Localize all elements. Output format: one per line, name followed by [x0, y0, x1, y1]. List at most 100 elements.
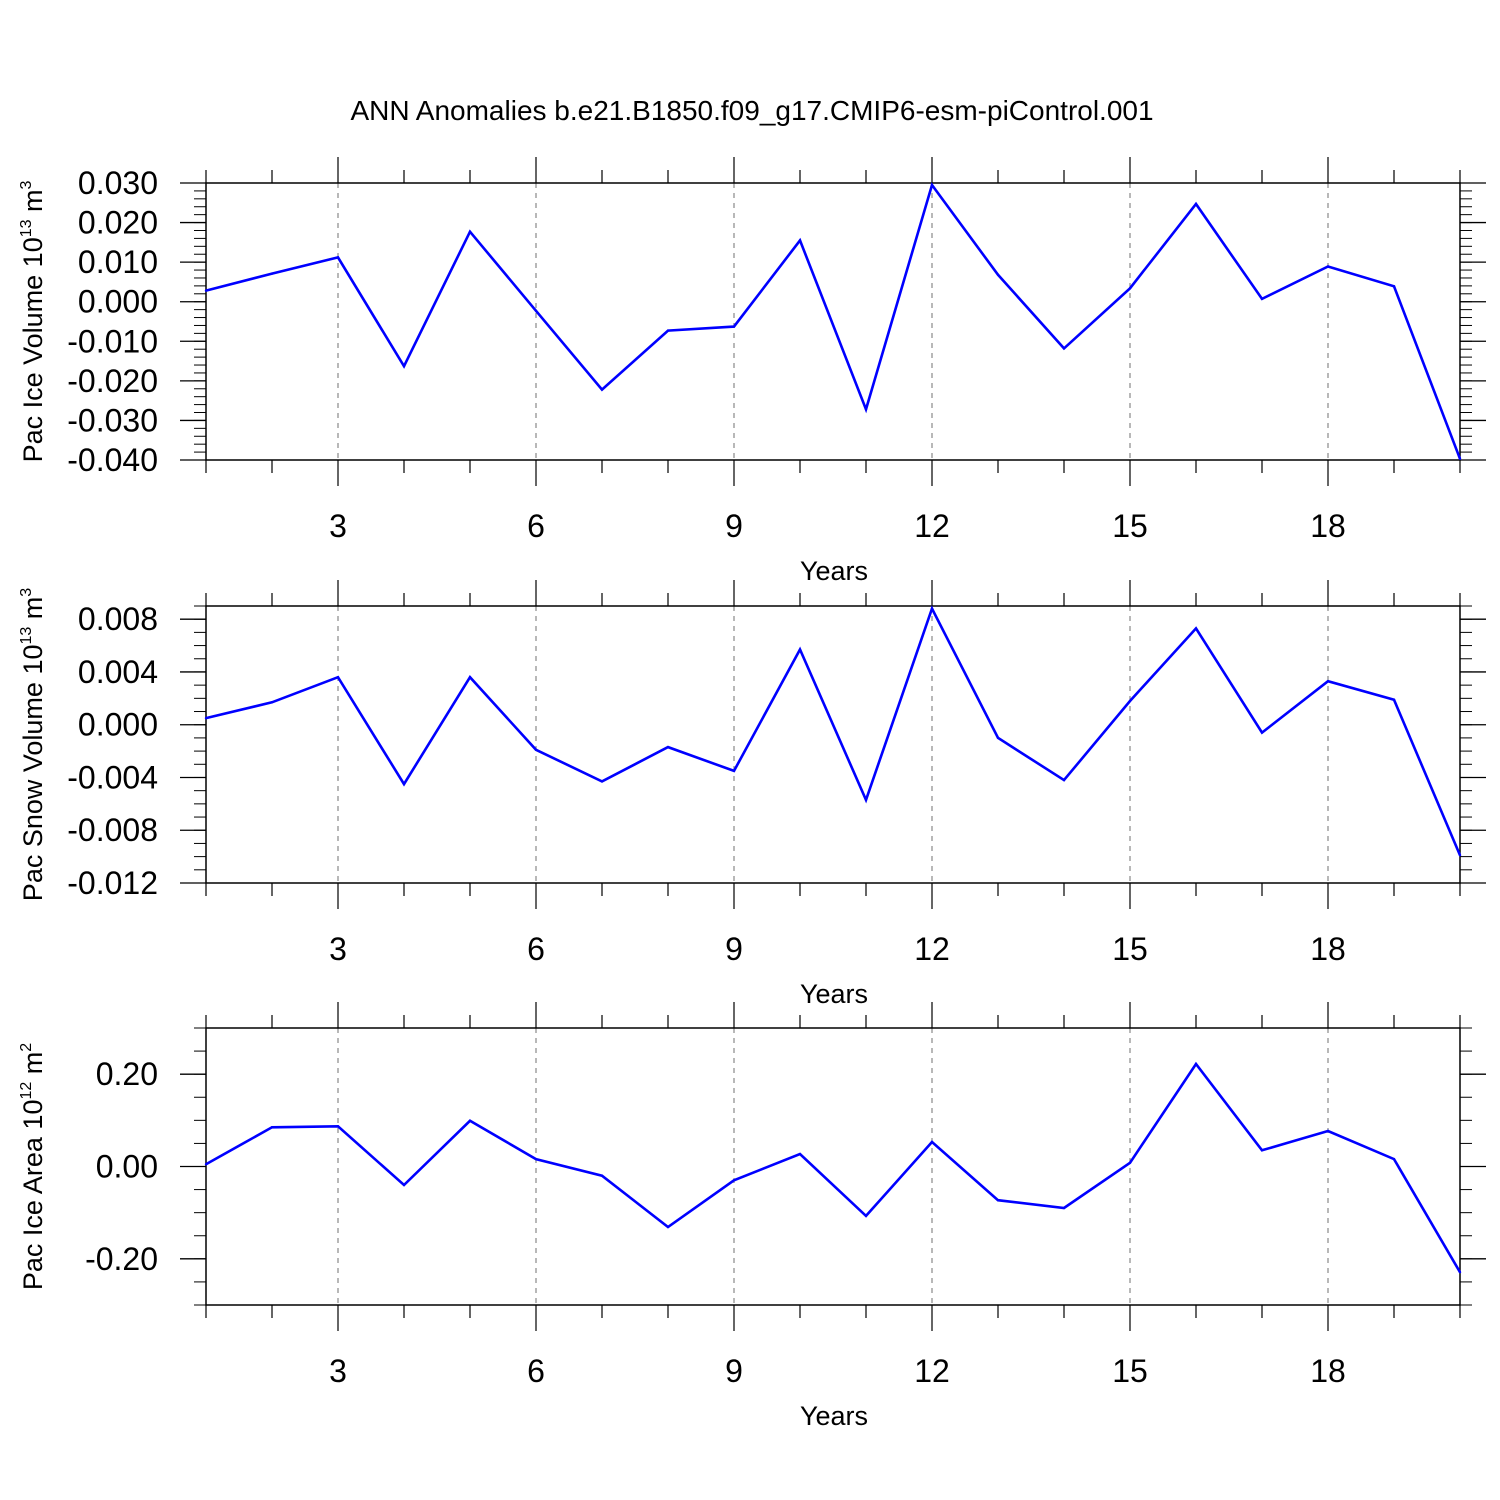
data-point — [270, 1126, 274, 1129]
x-tick-label: 3 — [329, 508, 347, 544]
plot-frame — [205, 182, 1461, 461]
x-tick-label: 15 — [1112, 931, 1148, 967]
data-point — [1392, 698, 1396, 701]
x-tick-label: 9 — [725, 508, 743, 544]
data-point — [1326, 679, 1330, 683]
data-point — [204, 716, 208, 720]
y-tick-label: -0.030 — [67, 402, 158, 438]
data-point — [1128, 1161, 1132, 1165]
data-point — [1062, 778, 1066, 782]
x-tick-label: 15 — [1112, 1353, 1148, 1389]
chart-panel-1: 3 6 9 12 15 18Years-0.040-0.030-0.020-0.0100.… — [18, 157, 1486, 586]
data-point — [798, 648, 802, 651]
y-tick-label: -0.008 — [67, 812, 158, 848]
data-point — [864, 408, 868, 411]
y-tick-label: 0.030 — [78, 165, 158, 201]
data-point — [402, 1183, 406, 1187]
data-point — [732, 1179, 736, 1182]
x-tick-label: 18 — [1310, 1353, 1346, 1389]
data-point — [534, 1157, 538, 1161]
x-axis-label: Years — [800, 556, 868, 586]
data-point — [996, 1199, 1000, 1202]
x-tick-label: 18 — [1310, 931, 1346, 967]
data-point — [666, 329, 670, 332]
data-point — [600, 780, 604, 783]
data-point — [1326, 265, 1330, 268]
data-point — [534, 309, 538, 313]
y-tick-label: -0.040 — [67, 442, 158, 478]
y-axis-label: Pac Ice Area 1012 m2 — [18, 1043, 48, 1290]
data-point — [1128, 287, 1132, 290]
data-point — [732, 769, 736, 773]
data-point — [930, 607, 934, 610]
data-point — [534, 748, 538, 751]
data-point — [1458, 854, 1462, 857]
y-axis-label: Pac Snow Volume 1013 m3 — [18, 588, 48, 901]
plot-frame — [205, 1027, 1461, 1306]
data-point — [336, 256, 340, 259]
y-tick-label: 0.010 — [78, 244, 158, 280]
y-tick-label: 0.20 — [96, 1056, 158, 1092]
data-point — [1260, 731, 1264, 734]
y-tick-label: 0.000 — [78, 284, 158, 320]
x-tick-label: 9 — [725, 1353, 743, 1389]
data-point — [930, 1140, 934, 1144]
data-point — [1392, 285, 1396, 288]
y-tick-label: 0.004 — [78, 654, 158, 690]
data-point — [270, 272, 274, 275]
data-point — [600, 1174, 604, 1177]
data-point — [1062, 1206, 1066, 1210]
data-point — [996, 736, 1000, 740]
data-point — [402, 365, 406, 368]
data-point — [204, 1162, 208, 1166]
y-tick-label: -0.010 — [67, 323, 158, 359]
series-line — [205, 182, 1462, 460]
data-point — [1194, 202, 1198, 206]
x-tick-label: 12 — [914, 508, 950, 544]
x-axis-label: Years — [800, 1401, 868, 1431]
data-point — [1260, 297, 1264, 301]
data-point — [1260, 1149, 1264, 1152]
data-point — [1062, 347, 1066, 350]
x-tick-label: 6 — [527, 931, 545, 967]
y-tick-label: -0.20 — [85, 1241, 158, 1277]
x-tick-label: 3 — [329, 931, 347, 967]
x-tick-label: 15 — [1112, 508, 1148, 544]
data-point — [336, 676, 340, 679]
data-point — [468, 230, 472, 233]
plot-frame — [205, 605, 1461, 884]
y-tick-label: -0.004 — [67, 759, 158, 795]
data-point — [336, 1125, 340, 1128]
y-tick-label: 0.000 — [78, 707, 158, 743]
data-point — [1194, 627, 1198, 630]
x-tick-label: 6 — [527, 1353, 545, 1389]
figure-title: ANN Anomalies b.e21.B1850.f09_g17.CMIP6-… — [350, 95, 1153, 126]
data-point — [1326, 1129, 1330, 1133]
x-tick-label: 12 — [914, 931, 950, 967]
x-tick-label: 12 — [914, 1353, 950, 1389]
data-point — [798, 1152, 802, 1156]
data-point — [666, 745, 670, 749]
x-tick-label: 3 — [329, 1353, 347, 1389]
data-point — [798, 239, 802, 242]
y-tick-label: -0.020 — [67, 363, 158, 399]
x-tick-label: 6 — [527, 508, 545, 544]
data-point — [1392, 1157, 1396, 1161]
data-point — [468, 1119, 472, 1122]
data-point — [864, 1214, 868, 1218]
data-point — [996, 273, 1000, 277]
series-line — [205, 1061, 1462, 1273]
y-tick-label: 0.020 — [78, 205, 158, 241]
data-point — [1458, 457, 1462, 461]
x-axis-label: Years — [800, 979, 868, 1009]
chart-panel-3: 3 6 9 12 15 18 Years -0.20 0.00 0.20 Pac Ice Area … — [18, 1002, 1486, 1431]
y-axis-label: Pac Ice Volume 1013 m3 — [18, 180, 48, 462]
data-point — [402, 782, 406, 786]
x-tick-label: 18 — [1310, 508, 1346, 544]
data-point — [1458, 1271, 1462, 1274]
y-tick-label: 0.00 — [96, 1149, 158, 1185]
data-point — [930, 183, 934, 187]
data-point — [1194, 1062, 1198, 1066]
chart-panel-2: 3 6 9 12 15 18 Years -0.012 -0.008 -0.004 0.000 0.0… — [18, 580, 1486, 1009]
